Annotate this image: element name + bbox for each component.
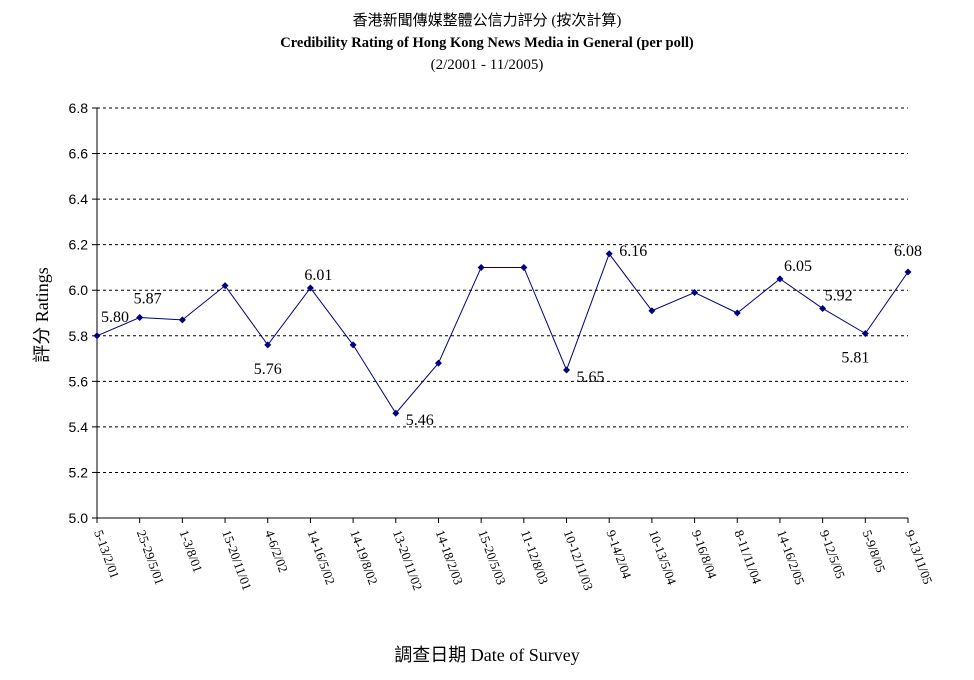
data-point	[306, 284, 314, 292]
y-tick-label: 6.2	[69, 237, 89, 253]
data-point	[520, 263, 528, 271]
y-tick-label: 6.4	[69, 191, 89, 207]
x-tick-label: 1-3/8/01	[177, 528, 206, 575]
data-point	[178, 316, 186, 324]
data-label: 6.01	[304, 267, 332, 284]
data-point	[776, 275, 784, 283]
x-tick-label: 4-6/2/02	[262, 528, 291, 575]
y-tick-label: 5.8	[69, 328, 89, 344]
data-labels: 5.80 5.87 5.76 6.01 5.46 5.65 6.16 6.05 5.92 5.81…	[101, 243, 922, 429]
chart-subtitle: Credibility Rating of Hong Kong News Med…	[280, 35, 694, 51]
data-point	[477, 263, 485, 271]
x-tick-label: 15-20/5/03	[475, 528, 509, 587]
y-tick-label: 6.0	[69, 282, 89, 298]
x-tick-label: 10-12/11/03	[561, 528, 597, 592]
data-label: 6.05	[784, 258, 812, 275]
x-tick-label: 14-16/5/02	[305, 528, 339, 587]
x-tick-label: 14-18/2/03	[433, 528, 467, 587]
x-tick-label: 10-13/5/04	[646, 528, 680, 587]
x-tick-label: 25-29/5/01	[134, 528, 168, 587]
y-tick-label: 5.0	[69, 510, 89, 526]
y-tick-label: 5.6	[69, 373, 89, 389]
data-point	[264, 341, 272, 349]
data-point	[691, 289, 699, 296]
data-label: 6.08	[894, 243, 922, 260]
data-label: 5.92	[825, 287, 853, 304]
data-point	[93, 332, 101, 340]
y-tick-label: 5.2	[69, 464, 89, 480]
data-point	[733, 309, 741, 317]
y-tick-label: 6.6	[69, 146, 89, 162]
x-tick-label: 9-16/8/04	[689, 528, 721, 581]
y-axis-label: 評分 Ratings	[32, 267, 52, 363]
data-point	[392, 409, 400, 417]
x-tick-label: 14-16/2/05	[774, 528, 808, 587]
x-tick-label: 9-14/2/04	[603, 528, 635, 581]
data-point	[861, 330, 869, 337]
y-tick-label: 5.4	[69, 419, 89, 435]
x-tick-label: 5-13/2/01	[91, 528, 122, 581]
data-label: 6.16	[619, 243, 647, 260]
x-tick-label: 11-12/8/03	[518, 528, 551, 586]
data-label: 5.81	[841, 350, 869, 367]
chart-period: (2/2001 - 11/2005)	[430, 57, 544, 73]
x-tick-label: 15-20/11/01	[219, 528, 255, 592]
data-label: 5.46	[406, 412, 434, 429]
x-axis-label: 調查日期 Date of Survey	[394, 645, 580, 665]
data-label: 5.87	[134, 291, 162, 308]
data-label: 5.76	[254, 361, 282, 378]
data-point	[605, 250, 613, 258]
axes	[96, 108, 908, 519]
y-axis-ticks: 5.0 5.2 5.4 5.6 5.8 6.0 6.2 6.4 6.6 6.8	[69, 100, 97, 526]
data-point	[136, 314, 144, 322]
data-point	[563, 366, 571, 374]
data-point	[819, 304, 827, 312]
data-label: 5.80	[101, 309, 129, 326]
x-tick-label: 8-11/11/04	[731, 528, 764, 586]
x-axis-ticks: 5-13/2/01 25-29/5/01 1-3/8/01 15-20/11/01 4-…	[91, 518, 936, 592]
data-point	[349, 341, 357, 349]
chart-title: 香港新聞傳媒整體公信力評分 (按次計算)	[352, 13, 622, 29]
chart-title-block: 香港新聞傳媒整體公信力評分 (按次計算) Credibility Rating …	[0, 10, 974, 76]
x-tick-label: 9-12/5/05	[817, 528, 848, 581]
x-tick-label: 5-9/8/05	[859, 528, 888, 575]
data-point	[434, 359, 442, 367]
data-point	[221, 282, 229, 290]
x-tick-label: 13-20/11/02	[390, 528, 426, 592]
series-group	[93, 250, 912, 417]
series-line	[96, 252, 909, 415]
x-tick-label: 9-13/11/05	[902, 528, 935, 586]
data-point	[904, 268, 912, 276]
data-label: 5.65	[577, 369, 605, 386]
y-tick-label: 6.8	[69, 100, 89, 116]
x-tick-label: 14-19/8/02	[347, 528, 381, 587]
data-point	[648, 307, 656, 315]
